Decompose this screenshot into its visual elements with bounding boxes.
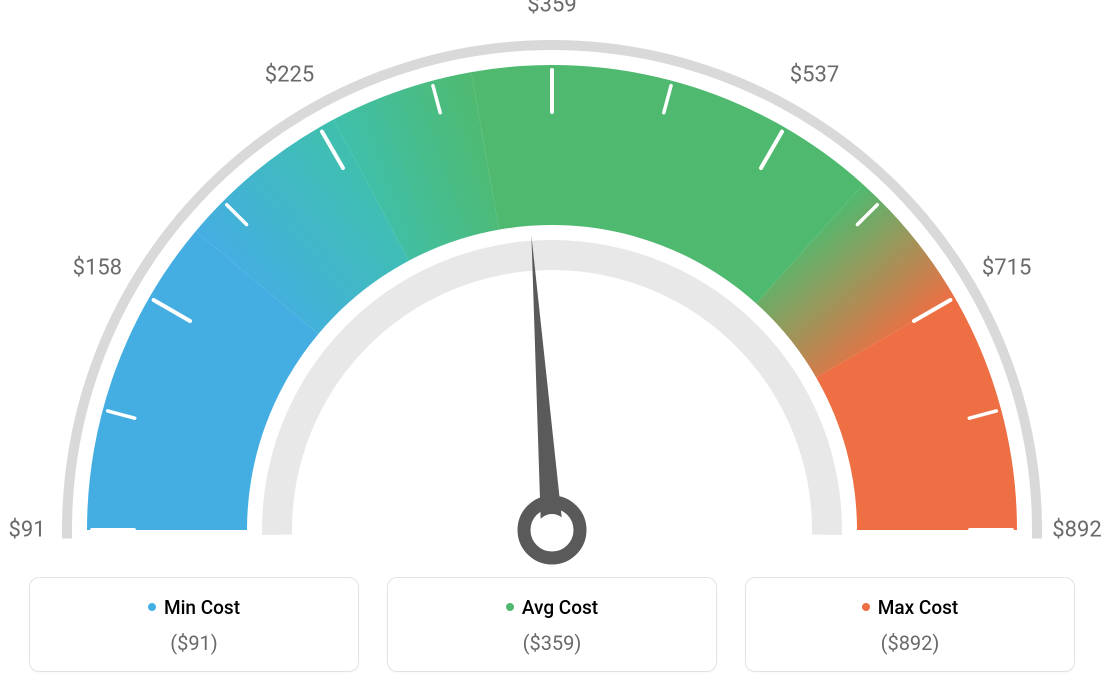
legend-avg-title: Avg Cost <box>400 596 704 619</box>
legend-row: Min Cost ($91) Avg Cost ($359) Max Cost … <box>0 577 1104 672</box>
legend-min-value: ($91) <box>42 631 346 655</box>
gauge-tick-label: $892 <box>1052 518 1101 543</box>
gauge-tick-label: $715 <box>982 255 1031 280</box>
gauge-svg <box>0 10 1104 580</box>
dot-icon <box>148 603 156 611</box>
gauge-tick-label: $158 <box>73 255 122 280</box>
legend-min-title: Min Cost <box>42 596 346 619</box>
dot-icon <box>862 603 870 611</box>
gauge-tick-label: $359 <box>527 0 576 18</box>
legend-max-title: Max Cost <box>758 596 1062 619</box>
gauge-tick-label: $91 <box>8 518 45 543</box>
dot-icon <box>506 603 514 611</box>
gauge-tick-label: $225 <box>265 63 314 88</box>
legend-min-label: Min Cost <box>164 596 240 619</box>
legend-avg-label: Avg Cost <box>522 596 598 619</box>
gauge-tick-label: $537 <box>790 63 839 88</box>
legend-card-avg: Avg Cost ($359) <box>387 577 717 672</box>
legend-card-min: Min Cost ($91) <box>29 577 359 672</box>
gauge-chart: $91$158$225$359$537$715$892 <box>0 10 1104 580</box>
legend-avg-value: ($359) <box>400 631 704 655</box>
legend-max-label: Max Cost <box>878 596 958 619</box>
legend-max-value: ($892) <box>758 631 1062 655</box>
legend-card-max: Max Cost ($892) <box>745 577 1075 672</box>
